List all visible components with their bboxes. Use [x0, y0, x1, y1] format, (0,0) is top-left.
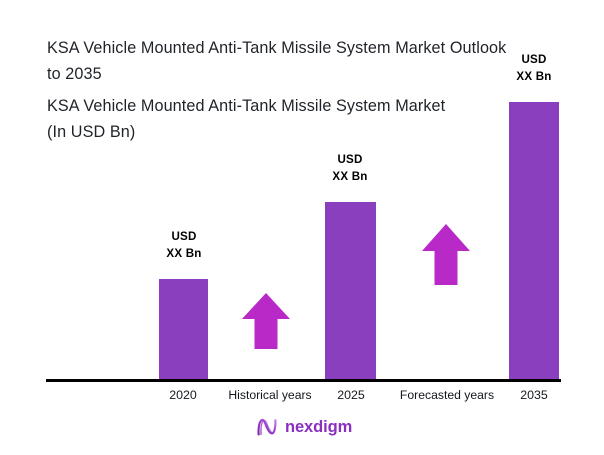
x-axis-line: [46, 379, 561, 382]
bar-value-line1: USD: [171, 230, 197, 243]
x-axis-tick-2025: 2025: [337, 388, 365, 402]
bar-2025[interactable]: [325, 202, 376, 380]
chart-subtitle: KSA Vehicle Mounted Anti-Tank Missile Sy…: [47, 97, 446, 141]
bar-value-line2: XX Bn: [166, 247, 202, 260]
bar-value-line2: XX Bn: [516, 70, 552, 83]
growth-arrow-historical-icon: [241, 292, 291, 350]
nexdigm-logo[interactable]: nexdigm: [255, 415, 352, 439]
chart-title: KSA Vehicle Mounted Anti-Tank Missile Sy…: [47, 39, 507, 83]
bar-value-line1: USD: [337, 153, 363, 166]
nexdigm-wordmark: nexdigm: [285, 417, 353, 436]
bar-2035[interactable]: [509, 102, 559, 380]
bar-value-label-2035: USD XX Bn: [489, 51, 579, 85]
bar-value-label-2020: USD XX Bn: [139, 228, 229, 262]
x-axis-period-historical: Historical years: [228, 388, 312, 402]
bar-value-label-2025: USD XX Bn: [305, 151, 395, 185]
x-axis-tick-2035: 2035: [520, 388, 548, 402]
bar-value-line1: USD: [521, 53, 547, 66]
x-axis-period-forecast: Forecasted years: [399, 388, 495, 402]
x-axis-tick-2020: 2020: [169, 388, 197, 402]
nexdigm-wave-icon: [255, 415, 279, 439]
bar-2020[interactable]: [159, 279, 208, 380]
growth-arrow-forecast-icon: [421, 223, 471, 286]
bar-value-line2: XX Bn: [332, 170, 368, 183]
